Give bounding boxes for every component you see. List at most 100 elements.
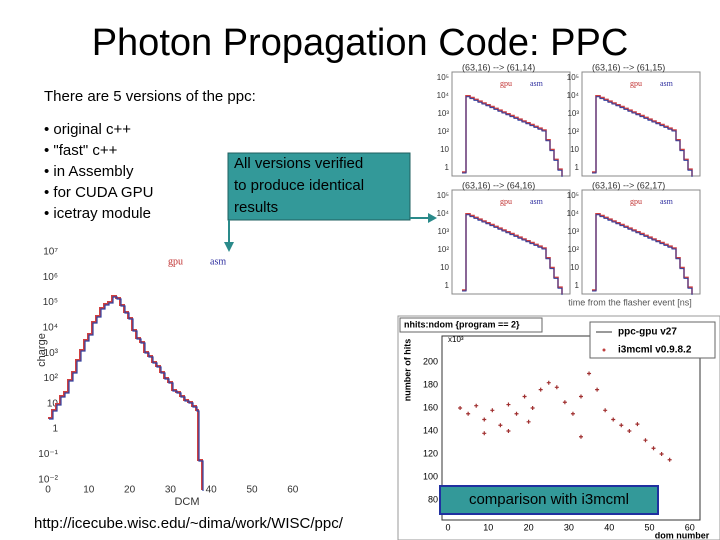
callout-text: to produce identical	[234, 177, 364, 194]
y-tick-label: 100	[423, 471, 438, 481]
title-box	[399, 317, 543, 333]
note-box	[439, 485, 659, 515]
y-tick-label: 1	[575, 281, 580, 290]
y-tick-label: 10³	[437, 227, 449, 236]
y-tick-label: 140	[423, 425, 438, 435]
scatter-point	[619, 423, 624, 428]
scatter-point	[611, 417, 616, 422]
x-tick-label: 20	[124, 485, 136, 496]
scatter-point	[506, 429, 511, 433]
y-tick-label: 10	[440, 263, 449, 272]
y-tick-label: 10⁻¹	[38, 449, 58, 460]
scatter-point	[578, 394, 583, 399]
panel-frame	[581, 71, 701, 177]
scatter-point	[554, 385, 559, 390]
arrow-head	[428, 213, 437, 223]
legend-entry: gpu	[500, 79, 512, 88]
curve-asm	[462, 214, 563, 295]
y-tick-label: 1	[575, 163, 580, 172]
legend-entry: gpu	[500, 197, 512, 206]
y-tick-label: 10⁵	[43, 297, 58, 308]
bullet-item: • in Assembly	[44, 163, 134, 180]
x-axis-label: time from the flasher event [ns]	[568, 297, 692, 307]
scatter-point	[514, 411, 519, 416]
bullet-item: • for CUDA GPU	[44, 184, 153, 201]
scatter-point	[667, 457, 672, 462]
panel-title: (63,16) --> (61,15)	[592, 62, 665, 72]
scatter-point	[635, 422, 640, 427]
bullet-item: • "fast" c++	[44, 142, 118, 159]
y-tick-label: 10⁵	[437, 191, 449, 200]
curve-gpu	[48, 295, 203, 490]
y-tick-label: 10⁴	[43, 323, 58, 334]
y-tick-label: 10⁶	[43, 272, 58, 283]
bullet-item: • icetray module	[44, 205, 151, 222]
legend-entry: i3mcml v0.9.8.2	[618, 345, 692, 356]
arrow-head	[224, 242, 234, 252]
scatter-point	[587, 371, 592, 376]
scatter-point	[651, 446, 656, 451]
scatter-point	[643, 438, 648, 443]
scatter-point	[466, 411, 471, 416]
y-tick-label: 10³	[567, 227, 579, 236]
scatter-point	[546, 380, 551, 385]
scatter-point	[482, 417, 487, 422]
y-tick-label: 10⁴	[437, 91, 450, 100]
bullet-item: • original c++	[44, 121, 131, 138]
curve-asm	[592, 214, 693, 295]
y-tick-label: 10⁴	[437, 209, 450, 218]
legend-entry: asm	[660, 197, 674, 206]
y-tick-label: 10	[440, 145, 449, 154]
x-tick-label: 10	[483, 522, 493, 532]
scatter-point	[490, 408, 495, 413]
curve-asm	[592, 96, 693, 177]
y-tick-label: 10	[570, 145, 579, 154]
panel-title: (63,16) --> (61,14)	[462, 62, 535, 72]
y-axis-label: number of hits	[402, 339, 412, 402]
x-tick-label: 30	[564, 522, 574, 532]
callout-text: results	[234, 199, 278, 216]
scatter-point	[562, 400, 567, 405]
x-tick-label: 60	[287, 485, 299, 496]
scatter-point	[530, 406, 535, 410]
y-tick-label: 10³	[567, 109, 579, 118]
scatter-point	[522, 394, 527, 399]
legend-marker	[602, 348, 606, 352]
x-tick-label: 40	[604, 522, 614, 532]
y-tick-label: 200	[423, 356, 438, 366]
y-tick-label: 120	[423, 448, 438, 458]
y-tick-label: 160	[423, 402, 438, 412]
y-axis-label: charge	[36, 333, 48, 367]
y-tick-label: 1	[52, 424, 58, 435]
y-tick-label: 10²	[437, 127, 449, 136]
y-tick-label: 10⁵	[567, 191, 579, 200]
callout-text: All versions verified	[234, 155, 363, 172]
y-tick-label: 10	[570, 263, 579, 272]
callout-box	[227, 152, 411, 221]
scatter-point	[578, 434, 583, 439]
y-tick-label: 180	[423, 379, 438, 389]
axes-frame	[441, 335, 701, 521]
y-tick-label: 10²	[567, 127, 579, 136]
scatter-point	[538, 387, 543, 392]
panel-frame	[581, 189, 701, 295]
scatter-point	[458, 406, 463, 410]
scatter-point	[474, 403, 479, 408]
x-axis-label: dom number	[655, 530, 710, 540]
legend-entry: asm	[660, 79, 674, 88]
y-tick-label: 80	[428, 494, 438, 504]
url-text: http://icecube.wisc.edu/~dima/work/WISC/…	[34, 515, 344, 532]
scatter-point	[595, 387, 600, 392]
legend-entry: gpu	[168, 256, 183, 267]
x-tick-label: 30	[165, 485, 177, 496]
panel-frame	[451, 71, 571, 177]
curve-asm	[462, 96, 563, 177]
y-tick-label: 10⁵	[437, 73, 449, 82]
y-tick-label: 10⁴	[567, 91, 580, 100]
x-tick-label: 40	[206, 485, 218, 496]
legend-entry: asm	[530, 79, 544, 88]
scatter-point	[526, 419, 531, 424]
x-tick-label: 60	[685, 522, 695, 532]
x-tick-label: 20	[524, 522, 534, 532]
legend-entry: asm	[530, 197, 544, 206]
